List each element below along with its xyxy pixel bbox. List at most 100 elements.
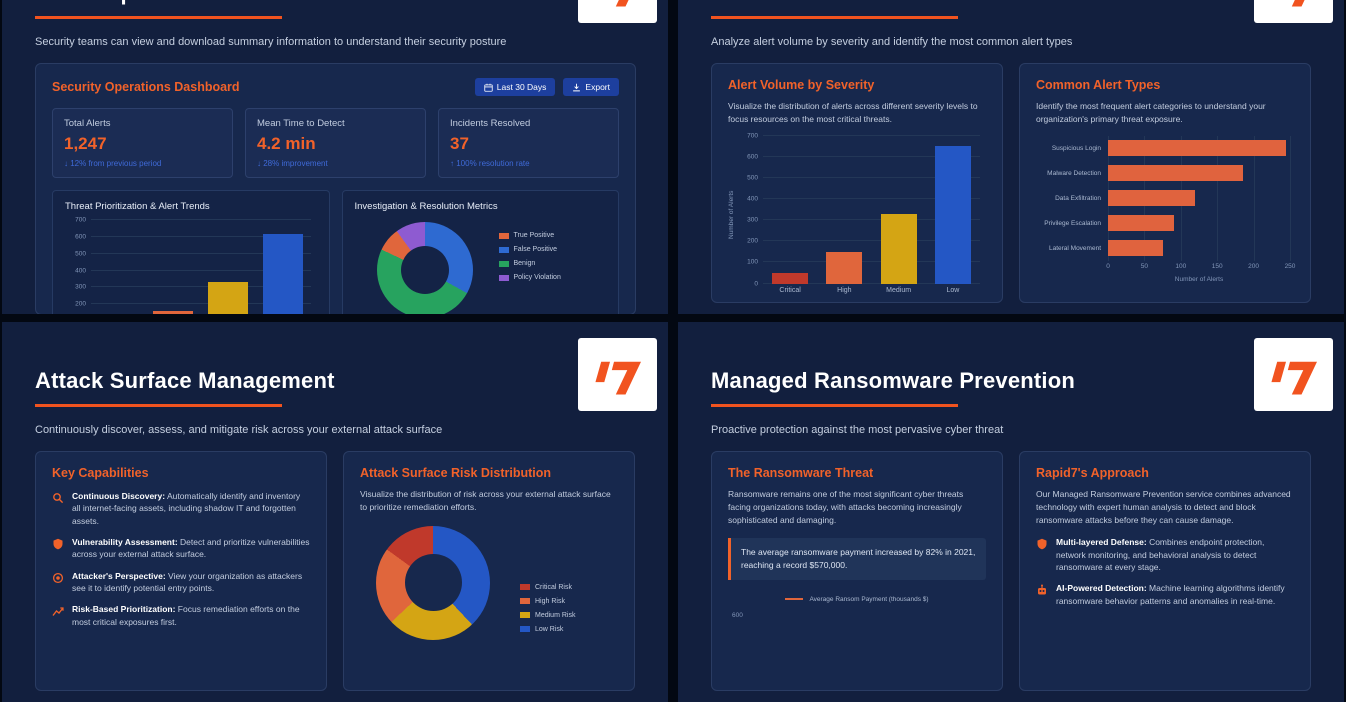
y-tick: 700 xyxy=(75,216,86,224)
severity-bar-chart: Number of Alerts 0 100 200 300 400 500 600 700 Cr… xyxy=(728,132,986,294)
alert-trends-panel: Threat Prioritization & Alert Trends 010… xyxy=(52,190,330,314)
ai-icon xyxy=(1036,583,1050,607)
gridline xyxy=(91,303,311,305)
bar xyxy=(1108,240,1163,256)
slide-subtitle: Proactive protection against the most pe… xyxy=(711,424,1004,436)
stat-change: ↓ 12% from previous period xyxy=(64,159,162,168)
export-button[interactable]: Export xyxy=(563,78,619,96)
stat-label: Mean Time to Detect xyxy=(257,118,345,129)
donut-hole xyxy=(400,246,449,294)
stat-total-alerts: Total Alerts 1,247 ↓ 12% from previous p… xyxy=(52,108,233,178)
shield-icon xyxy=(52,537,66,561)
gridline xyxy=(1290,135,1291,261)
resolution-donut-chart xyxy=(376,222,473,314)
legend-swatch xyxy=(498,232,509,239)
card-title: Attack Surface Risk Distribution xyxy=(360,466,552,480)
y-tick: 300 xyxy=(747,216,758,224)
rapid7-logo xyxy=(1254,0,1333,23)
ransom-payment-callout: The average ransomware payment increased… xyxy=(728,538,986,580)
title-underline xyxy=(35,404,282,407)
slide-title: Threat Prioritization & Alert Trends xyxy=(711,0,1312,6)
donut-chart-area: Critical Risk High Risk Medium Risk Low Ris… xyxy=(360,524,618,640)
bar-low xyxy=(263,233,304,314)
rapid7-logo xyxy=(1254,338,1333,411)
y-tick: 500 xyxy=(75,250,86,258)
rapid7-logo-icon xyxy=(615,0,628,6)
card-title: Rapid7's Approach xyxy=(1036,466,1149,480)
bar-medium xyxy=(208,282,249,314)
line-chart-y-tick: 600 xyxy=(732,611,743,619)
legend-label: False Positive xyxy=(513,246,558,253)
legend-item: Benign xyxy=(498,260,561,267)
legend-item: Medium Risk xyxy=(520,612,575,619)
rapid7-logo xyxy=(578,338,657,411)
rapid7-logo-icon xyxy=(1270,361,1317,394)
card-description: Visualize the distribution of alerts acr… xyxy=(728,101,978,124)
category-label: Lateral Movement xyxy=(1048,244,1101,252)
y-axis-label: Number of Alerts xyxy=(728,190,735,239)
bar-row: Suspicious Login xyxy=(1036,136,1294,161)
list-item-text: Continuous Discovery: Automatically iden… xyxy=(72,491,301,526)
dashboard-header: Security Operations Dashboard Last 30 Da… xyxy=(52,78,619,96)
category-label: Data Exfiltration xyxy=(1055,194,1101,202)
title-underline xyxy=(35,16,282,19)
list-item-text: Risk-Based Prioritization: Focus remedia… xyxy=(72,604,300,627)
capabilities-list: Continuous Discovery: Automatically iden… xyxy=(52,490,310,628)
alert-types-bar-chart: Suspicious Login Malware Detection Data Ex… xyxy=(1036,135,1295,283)
y-tick: 300 xyxy=(75,283,86,291)
date-range-button[interactable]: Last 30 Days xyxy=(474,78,556,96)
gridline xyxy=(1217,135,1219,261)
x-category-label: Medium xyxy=(886,286,912,294)
rapid7-logo xyxy=(578,0,657,23)
legend-swatch xyxy=(498,274,509,281)
stat-value: 37 xyxy=(450,134,469,153)
list-item-text: AI-Powered Detection: Machine learning a… xyxy=(1056,583,1285,606)
legend-label: Low Risk xyxy=(535,625,564,633)
card-paragraph: Our Managed Ransomware Prevention servic… xyxy=(1036,489,1291,525)
bar xyxy=(1108,190,1196,206)
legend-swatch xyxy=(520,584,530,590)
list-item: Vulnerability Assessment: Detect and pri… xyxy=(52,536,310,561)
x-tick: 100 xyxy=(1175,262,1187,270)
cards-row: The Ransomware Threat Ransomware remains… xyxy=(711,451,1312,691)
list-item: Risk-Based Prioritization: Focus remedia… xyxy=(52,603,310,628)
donut-legend: True Positive False Positive Benign Policy … xyxy=(498,232,561,281)
list-item: Multi-layered Defense: Combines endpoint… xyxy=(1036,536,1294,573)
risk-donut-chart xyxy=(376,525,490,640)
card-paragraph: Ransomware remains one of the most signi… xyxy=(728,489,964,525)
x-axis-label: Number of Alerts xyxy=(1174,275,1224,283)
x-tick: 50 xyxy=(1140,262,1149,270)
resolution-metrics-panel: Investigation & Resolution Metrics True … xyxy=(341,190,619,314)
y-tick: 600 xyxy=(75,233,86,241)
alert-volume-by-severity-card: Alert Volume by Severity Visualize the d… xyxy=(711,63,1003,303)
slide-subtitle: Security teams can view and download sum… xyxy=(35,36,507,48)
ransomware-threat-card: The Ransomware Threat Ransomware remains… xyxy=(711,451,1003,691)
stats-row: Total Alerts 1,247 ↓ 12% from previous p… xyxy=(52,108,619,178)
x-category-label: High xyxy=(837,286,852,294)
gridline xyxy=(763,134,980,136)
target-icon xyxy=(52,571,66,595)
card-description: Visualize the distribution of risk acros… xyxy=(360,489,611,512)
gridline xyxy=(763,219,980,221)
x-tick: 150 xyxy=(1211,262,1223,270)
mini-charts-row: Threat Prioritization & Alert Trends 010… xyxy=(52,190,619,314)
trend-chart-icon xyxy=(52,604,66,628)
stat-mean-time-to-detect: Mean Time to Detect 4.2 min ↓ 28% improv… xyxy=(245,108,426,178)
slide-title: MDR Capabilities Overview xyxy=(35,0,636,6)
y-tick: 700 xyxy=(747,132,758,139)
panel-title: Investigation & Resolution Metrics xyxy=(354,201,498,212)
gridline xyxy=(763,176,980,178)
y-tick: 0 xyxy=(754,280,758,287)
stat-value: 1,247 xyxy=(64,134,107,153)
gridline xyxy=(763,197,980,199)
bar-medium xyxy=(880,213,917,284)
bar xyxy=(1108,165,1243,181)
stat-incidents-resolved: Incidents Resolved 37 ↑ 100% resolution … xyxy=(438,108,619,178)
legend-swatch xyxy=(520,598,530,604)
common-alert-types-card: Common Alert Types Identify the most fre… xyxy=(1019,63,1311,303)
gridline xyxy=(763,282,980,284)
key-capabilities-card: Key Capabilities Continuous Discovery: A… xyxy=(35,451,327,691)
stat-change: ↑ 100% resolution rate xyxy=(450,159,530,168)
bar-critical xyxy=(772,272,809,284)
bar-row: Malware Detection xyxy=(1036,161,1294,186)
